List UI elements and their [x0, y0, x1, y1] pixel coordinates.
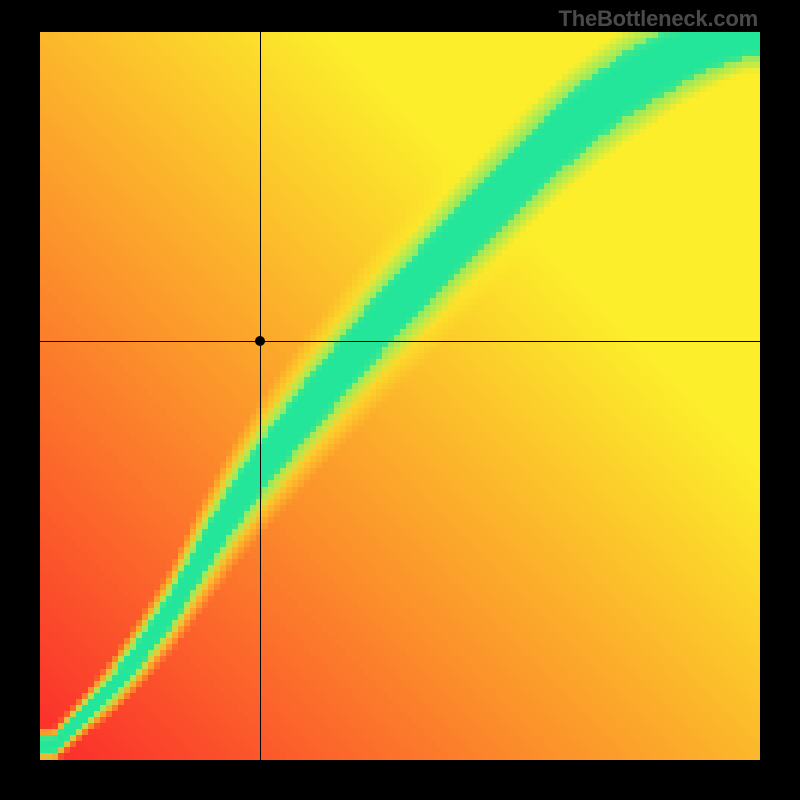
crosshair-horizontal [40, 341, 760, 342]
crosshair-marker [255, 336, 265, 346]
watermark-text: TheBottleneck.com [558, 6, 758, 32]
crosshair-vertical [260, 32, 261, 760]
chart-frame: TheBottleneck.com [0, 0, 800, 800]
bottleneck-heatmap [40, 32, 760, 760]
